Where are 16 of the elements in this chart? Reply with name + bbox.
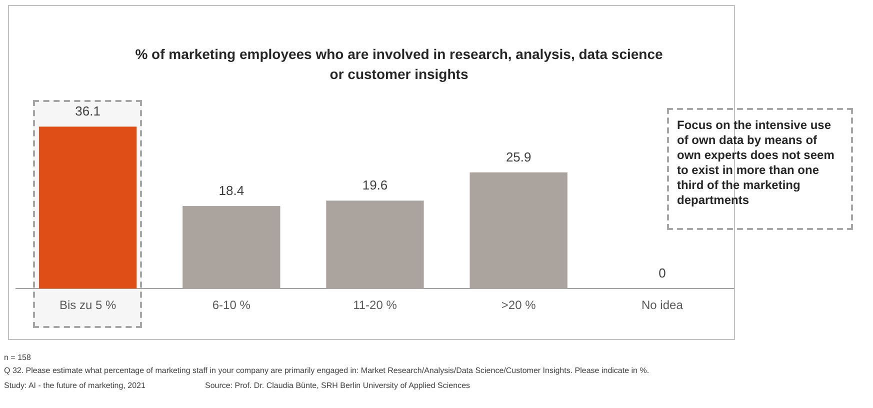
- data-label: 0: [658, 266, 666, 281]
- text: n = 158: [4, 353, 31, 362]
- data-label: 18.4: [218, 183, 244, 198]
- data-label: 36.1: [75, 104, 100, 119]
- data-label: 19.6: [362, 178, 388, 193]
- chart-title: % of marketing employees who are involved in research, analysis, data science or customer insights: [134, 45, 664, 84]
- text: Study: AI - the future of marketing, 2021: [4, 381, 146, 390]
- x-tick-label: 6-10 %: [212, 298, 251, 312]
- x-tick-label: >20 %: [501, 298, 536, 312]
- data-label: 25.9: [506, 149, 532, 164]
- annotation: Focus on the intensive use of own data by means of own experts does not seem to exist in more than one third of the marketing departments: [677, 118, 836, 208]
- x-tick-label: 11-20 %: [353, 298, 398, 312]
- x-tick-label: No idea: [642, 298, 684, 312]
- x-tick-label: Bis zu 5 %: [59, 298, 116, 312]
- text: Q 32. Please estimate what percentage of marketing staff in your company are primarily engaged in: Market Research/Analysis/Data Science/Customer Insights. Please indicate in %.: [4, 366, 650, 375]
- source-note: Source: Prof. Dr. Claudia Bünte, SRH Berlin University of Applied Sciences: [205, 381, 470, 390]
